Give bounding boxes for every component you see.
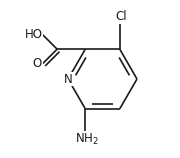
Text: NH$_2$: NH$_2$ xyxy=(75,132,99,147)
Text: Cl: Cl xyxy=(116,10,127,23)
Text: O: O xyxy=(33,57,42,70)
Text: HO: HO xyxy=(25,28,43,41)
Text: N: N xyxy=(64,73,72,85)
